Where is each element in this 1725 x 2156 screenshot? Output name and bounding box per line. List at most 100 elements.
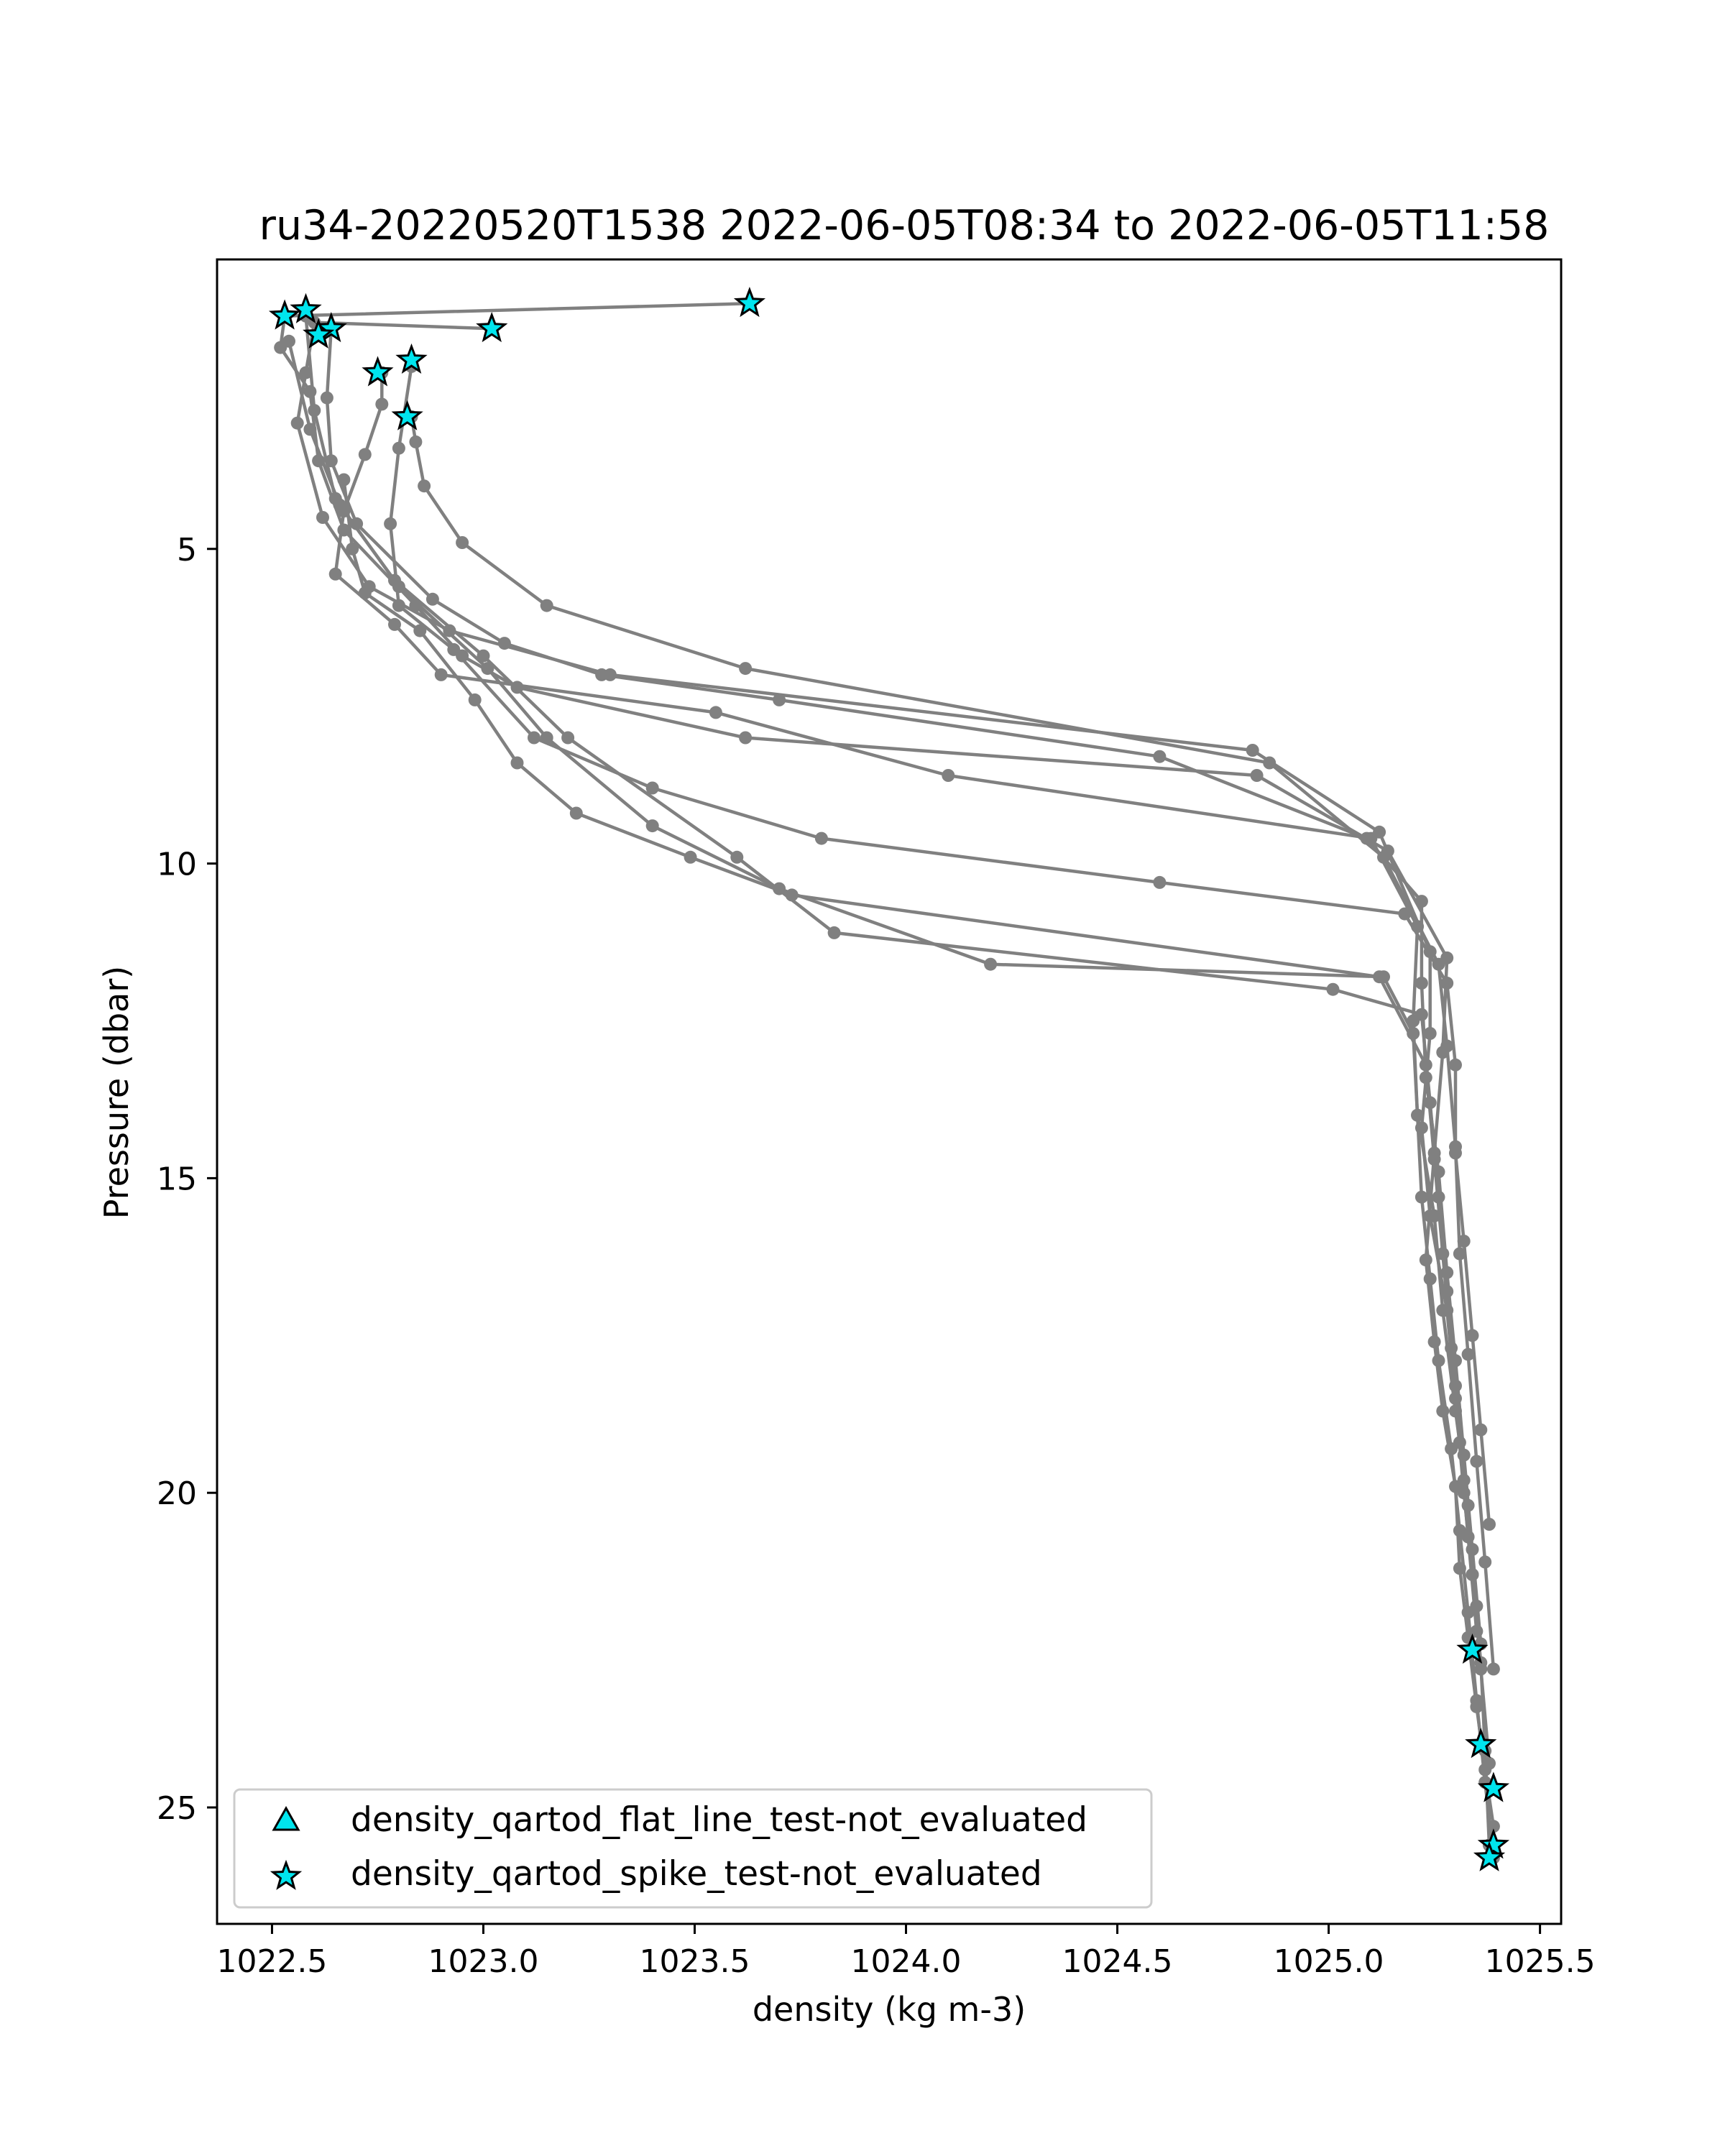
profile-point — [561, 731, 575, 745]
profile-point — [773, 693, 786, 706]
profile-point — [1483, 1518, 1496, 1531]
profile-point — [290, 416, 304, 430]
profile-point — [684, 850, 697, 864]
spike-test-marker — [1477, 1772, 1510, 1802]
profile-point — [337, 473, 351, 487]
profile-point — [456, 536, 469, 549]
x-axis-label: density (kg m-3) — [753, 1990, 1026, 2029]
profile-point — [1432, 1354, 1445, 1368]
profile-point — [645, 781, 659, 795]
profile-point — [477, 649, 490, 663]
profile-point — [1466, 1329, 1479, 1342]
profile-line — [342, 479, 1478, 1632]
profile-point — [785, 888, 799, 902]
plot-area — [268, 287, 1510, 1871]
spike-test-marker — [362, 356, 394, 387]
x-tick-label: 1024.5 — [1062, 1943, 1173, 1980]
profile-point — [1483, 1756, 1496, 1770]
profile-point — [1440, 977, 1454, 990]
profile-point — [1486, 1662, 1500, 1676]
profile-point — [595, 668, 609, 681]
profile-point — [1414, 1190, 1428, 1204]
x-tick-label: 1022.5 — [216, 1943, 327, 1980]
profile-point — [392, 599, 405, 612]
profile-point — [1411, 1108, 1425, 1122]
profile-point — [1427, 1153, 1441, 1166]
profile-point — [1461, 1348, 1475, 1361]
profile-point — [468, 693, 482, 706]
profile-point — [358, 586, 372, 600]
profile-point — [350, 517, 364, 530]
profile-point — [1373, 970, 1386, 984]
profile-point — [1398, 907, 1412, 921]
profile-point — [1449, 1146, 1462, 1160]
profile-point — [645, 819, 659, 833]
profile-point — [1250, 769, 1264, 782]
spike-test-marker — [315, 312, 347, 343]
profile-point — [1153, 750, 1167, 763]
profile-point — [282, 334, 295, 348]
profile-point — [1474, 1662, 1488, 1676]
profile-point — [346, 542, 359, 556]
profile-point — [434, 668, 448, 681]
legend-star-marker — [270, 1859, 303, 1890]
spike-test-marker — [1456, 1633, 1489, 1664]
y-tick-label: 20 — [157, 1475, 197, 1512]
profile-point — [1423, 1272, 1437, 1286]
profile-point — [497, 637, 511, 650]
spike-test-marker — [733, 287, 766, 318]
profile-point — [1461, 1530, 1475, 1544]
x-tick-label: 1023.5 — [640, 1943, 750, 1980]
profile-point — [942, 769, 955, 782]
chart-title: ru34-20220520T1538 2022-06-05T08:34 to 2… — [259, 202, 1550, 249]
profile-point — [739, 731, 753, 745]
legend-box — [233, 1788, 1153, 1909]
profile-point — [392, 441, 405, 455]
profile-point — [1474, 1423, 1488, 1437]
profile-point — [303, 423, 317, 436]
profile-point — [1449, 1058, 1462, 1072]
profile-point — [388, 617, 401, 631]
profile-point — [1457, 1235, 1471, 1248]
profile-line — [334, 372, 1478, 1606]
y-tick-label: 10 — [157, 847, 197, 883]
profile-point — [730, 850, 744, 864]
profile-point — [1436, 1247, 1450, 1261]
profile-point — [1414, 977, 1428, 990]
profile-point — [1419, 1253, 1432, 1267]
profile-point — [1427, 1335, 1441, 1349]
profile-point — [1414, 895, 1428, 908]
x-tick-label: 1023.0 — [428, 1943, 538, 1980]
profile-line — [295, 321, 1491, 1846]
profile-line — [304, 315, 1496, 1858]
profile-point — [333, 498, 346, 512]
profile-point — [316, 511, 329, 524]
profile-point — [1263, 756, 1276, 770]
profile-point — [1360, 831, 1374, 845]
profile-point — [1478, 1555, 1492, 1569]
profile-point — [1246, 744, 1259, 757]
spike-test-marker — [391, 400, 423, 430]
profile-point — [1153, 875, 1167, 889]
profile-point — [384, 517, 397, 530]
y-tick-label: 15 — [157, 1161, 197, 1197]
profile-point — [409, 435, 423, 448]
spike-test-marker — [268, 299, 301, 330]
profile-point — [328, 567, 342, 581]
profile-point — [1470, 1694, 1484, 1708]
x-tick-label: 1024.0 — [851, 1943, 962, 1980]
profile-point — [510, 756, 524, 770]
profile-point — [1453, 1436, 1466, 1450]
spike-test-marker — [290, 292, 322, 323]
profile-point — [443, 624, 456, 637]
y-tick-label: 25 — [157, 1790, 197, 1827]
profile-point — [358, 448, 372, 461]
profile-point — [1470, 1455, 1484, 1468]
profile-point — [308, 404, 321, 418]
profile-point — [375, 397, 389, 411]
legend-label-spike: density_qartod_spike_test-not_evaluated — [351, 1854, 1042, 1894]
profile-point — [540, 731, 553, 745]
profile-line — [410, 416, 1496, 1669]
profile-point — [418, 479, 431, 493]
